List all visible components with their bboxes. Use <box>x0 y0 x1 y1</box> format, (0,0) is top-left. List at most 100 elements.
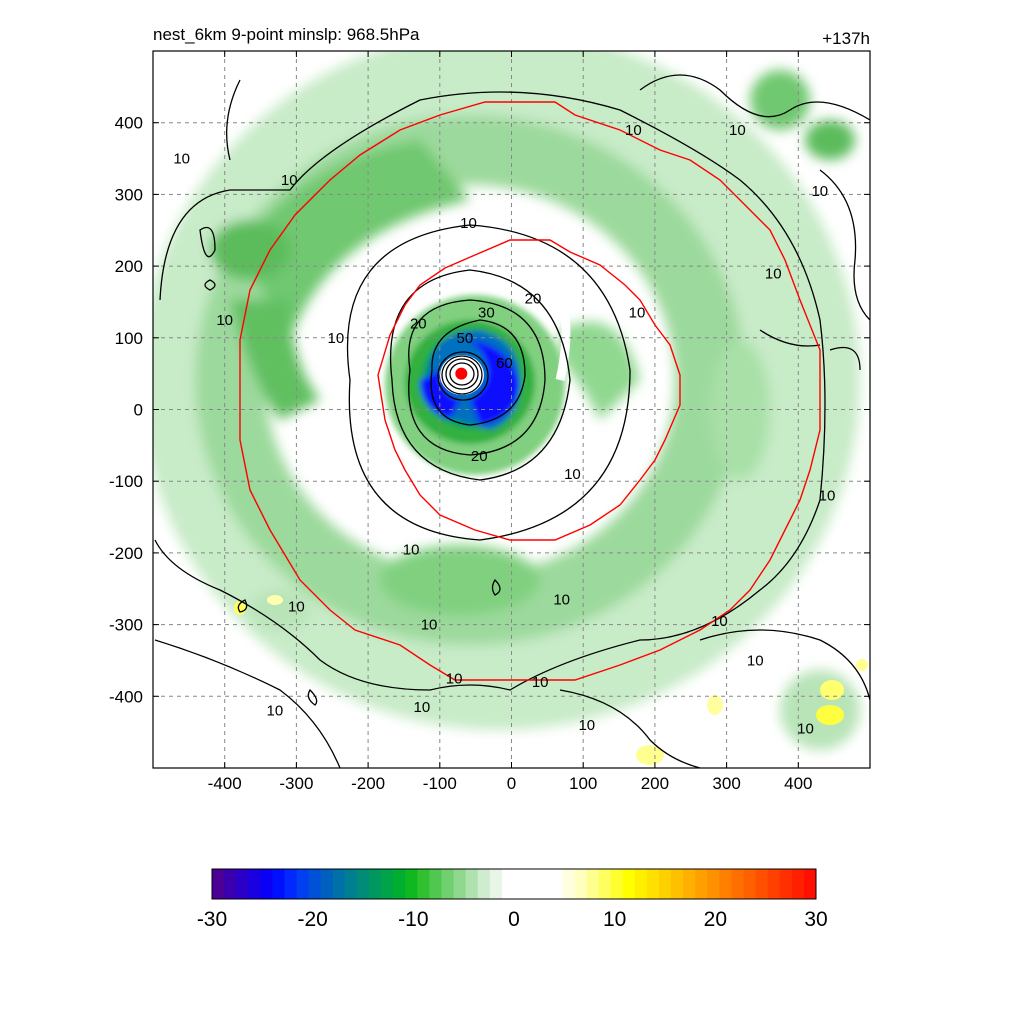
colorbar-swatch <box>453 869 467 899</box>
colorbar-swatch <box>622 869 636 899</box>
colorbar-swatch <box>695 869 708 899</box>
contour-label: 10 <box>711 613 728 630</box>
x-tick-label: 400 <box>784 774 812 793</box>
colorbar-swatch <box>755 869 769 899</box>
contour-label: 10 <box>216 312 233 329</box>
colorbar-tick-label: 10 <box>603 908 626 931</box>
contour-label: 10 <box>819 488 836 505</box>
y-tick-label: -400 <box>109 687 143 706</box>
colorbar-swatch <box>538 869 551 899</box>
contour-lines <box>154 74 870 768</box>
contour-label: 10 <box>553 592 570 609</box>
contour-label: 10 <box>173 151 190 168</box>
colorbar-swatch <box>320 869 334 899</box>
contour-label: 10 <box>578 717 595 734</box>
colorbar-swatch <box>574 869 587 899</box>
x-tick-label: -400 <box>208 774 242 793</box>
colorbar-swatch <box>284 869 298 899</box>
colorbar-swatch <box>477 869 491 899</box>
storm-center-marker <box>455 367 468 380</box>
colorbar-swatch <box>598 869 612 899</box>
contour-label: 10 <box>625 122 642 139</box>
colorbar-swatch <box>683 869 696 899</box>
colorbar-swatch <box>803 869 817 899</box>
colorbar-swatch <box>489 869 503 899</box>
x-tick-label: 0 <box>507 774 516 793</box>
y-tick-label: 0 <box>134 401 143 420</box>
colorbar-swatch <box>550 869 563 899</box>
y-tick-label: -200 <box>109 544 143 563</box>
colorbar-swatch <box>417 869 430 899</box>
colorbar-tick-label: -30 <box>197 908 227 931</box>
colorbar-swatch <box>405 869 418 899</box>
colorbar-swatch <box>296 869 310 899</box>
y-tick-label: 300 <box>115 185 143 204</box>
contour-label: 10 <box>729 122 746 139</box>
colorbar-swatch <box>381 869 394 899</box>
colorbar-swatch <box>646 869 660 899</box>
colorbar-swatch <box>260 869 273 899</box>
y-tick-label: -300 <box>109 616 143 635</box>
colorbar-swatch <box>731 869 745 899</box>
colorbar-frame <box>211 868 817 900</box>
y-axis: 400 300 200 100 0 -100 -200 -300 -400 <box>109 114 870 706</box>
colorbar-swatch <box>791 869 805 899</box>
contour-label: 10 <box>421 617 438 634</box>
contour-label: 10 <box>327 330 344 347</box>
colorbar-swatch <box>344 869 358 899</box>
y-tick-label: 400 <box>115 114 143 133</box>
x-tick-label: 200 <box>641 774 669 793</box>
colorbar-swatch <box>224 869 237 899</box>
contour-label: 10 <box>288 599 305 616</box>
colorbar-swatch <box>779 869 793 899</box>
contour-labels: 10 10 10 10 10 10 10 10 10 10 10 10 10 10 10 10 10 10 10 10… <box>173 122 835 738</box>
contour-label: 30 <box>478 305 495 322</box>
contour-label: 10 <box>564 466 581 483</box>
colorbar-swatch <box>707 869 720 899</box>
contour-label: 10 <box>460 215 477 232</box>
contour-label: 10 <box>403 541 420 558</box>
colorbar-tick-label: 30 <box>804 908 827 931</box>
chart-title-left: nest_6km 9-point minslp: 968.5hPa <box>153 25 420 44</box>
contour-label: 10 <box>281 172 298 189</box>
colorbar-swatch <box>767 869 781 899</box>
x-tick-label: 300 <box>712 774 740 793</box>
contour-label: 20 <box>525 290 542 307</box>
contour-label: 10 <box>811 183 828 200</box>
colorbar-swatch <box>212 869 225 899</box>
contour-label: 20 <box>410 315 427 332</box>
colorbar-swatch <box>248 869 261 899</box>
colorbar-swatch <box>356 869 370 899</box>
colorbar-swatch <box>658 869 672 899</box>
colorbar-swatch <box>332 869 346 899</box>
colorbar-swatch <box>465 869 479 899</box>
colorbar-swatch <box>369 869 382 899</box>
x-tick-label: 100 <box>569 774 597 793</box>
x-axis: -400 -300 -200 -100 0 100 200 300 400 <box>208 51 812 793</box>
contour-label: 10 <box>629 305 646 322</box>
colorbar-swatch <box>393 869 406 899</box>
colorbar-swatch <box>308 869 322 899</box>
x-tick-label: -100 <box>423 774 457 793</box>
colorbar-swatch <box>429 869 443 899</box>
colorbar-swatch <box>719 869 732 899</box>
colorbar-tick-label: 20 <box>704 908 727 931</box>
colorbar-swatch <box>501 869 515 899</box>
colorbar-swatch <box>236 869 249 899</box>
contour-label: 60 <box>496 355 513 372</box>
contour-label: 10 <box>446 670 463 687</box>
colorbar-swatch <box>562 869 575 899</box>
colorbar-swatch <box>634 869 648 899</box>
colorbar-labels: -30 -20 -10 0 10 20 30 <box>197 908 828 931</box>
colorbar-tick-label: 0 <box>508 908 520 931</box>
colorbar-swatch <box>586 869 600 899</box>
colorbar-swatch <box>671 869 684 899</box>
contour-label: 20 <box>471 448 488 465</box>
colorbar-tick-label: -20 <box>297 908 327 931</box>
colorbar-swatch <box>526 869 539 899</box>
nest-boundaries <box>239 101 821 681</box>
x-tick-label: -200 <box>351 774 385 793</box>
contour-label: 10 <box>414 699 431 716</box>
contour-label: 10 <box>797 721 814 738</box>
